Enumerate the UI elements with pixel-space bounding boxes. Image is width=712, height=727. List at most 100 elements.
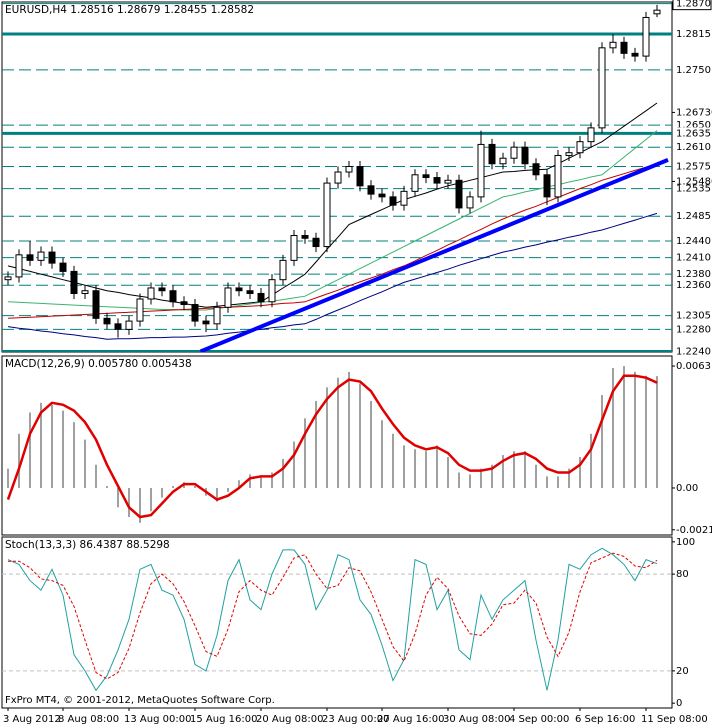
level-label: 1.2750 bbox=[676, 65, 711, 76]
candle-body bbox=[158, 287, 166, 292]
candle-body bbox=[268, 279, 276, 303]
level-label-box bbox=[673, 268, 711, 281]
level-label: 1.2240 bbox=[676, 346, 711, 357]
level-label: 1.2575 bbox=[676, 162, 711, 173]
candle-body bbox=[312, 237, 320, 248]
candle-body bbox=[301, 235, 309, 239]
level-label-box bbox=[673, 182, 711, 195]
panel-title: MACD(12,26,9) 0.005780 0.005438 bbox=[5, 358, 192, 370]
candle-body bbox=[378, 193, 386, 198]
candle-body bbox=[59, 262, 67, 272]
candle-body bbox=[609, 41, 617, 49]
level-label: 1.2870 bbox=[676, 0, 711, 10]
trend-line bbox=[199, 158, 669, 352]
candle-body bbox=[400, 190, 408, 206]
candle-body bbox=[48, 251, 56, 264]
candle-body bbox=[587, 127, 595, 143]
candle-body bbox=[477, 143, 485, 198]
candle-body bbox=[103, 317, 111, 325]
panel-title: Stoch(13,3,3) 86.4387 88.5298 bbox=[5, 539, 170, 551]
level-label: 1.2305 bbox=[676, 311, 711, 322]
candle-body bbox=[367, 185, 375, 195]
candle-body bbox=[598, 47, 606, 129]
y-tick-label: 20 bbox=[676, 666, 689, 677]
x-tick-label: 4 Sep 00:00 bbox=[509, 714, 569, 725]
level-label-box bbox=[673, 309, 711, 322]
candle-body bbox=[279, 259, 287, 281]
candle-body bbox=[246, 290, 254, 294]
y-tick-label: 100 bbox=[676, 537, 695, 548]
candle-body bbox=[653, 9, 661, 15]
candle-body bbox=[334, 171, 342, 184]
level-label-box bbox=[673, 63, 711, 76]
candle-body bbox=[631, 52, 639, 57]
candle-body bbox=[169, 290, 177, 303]
level-label: 1.2380 bbox=[676, 269, 711, 280]
candle-body bbox=[554, 154, 562, 198]
candle-body bbox=[466, 196, 474, 209]
level-label: 1.2610 bbox=[676, 142, 711, 153]
candle-body bbox=[565, 152, 573, 156]
level-label: 1.2650 bbox=[676, 120, 711, 131]
moving-average bbox=[7, 102, 658, 308]
x-tick-label: 30 Aug 08:00 bbox=[443, 714, 510, 725]
stoch-line bbox=[7, 547, 658, 692]
candle-body bbox=[543, 174, 551, 198]
copyright: FxPro MT4, © 2001-2012, MetaQuotes Softw… bbox=[5, 695, 275, 706]
candle-body bbox=[37, 251, 45, 261]
candle-body bbox=[620, 41, 628, 54]
candle-body bbox=[444, 179, 452, 184]
candle-body bbox=[92, 290, 100, 319]
panel-title: EURUSD,H4 1.28516 1.28679 1.28455 1.2858… bbox=[5, 4, 254, 16]
moving-average bbox=[7, 212, 658, 340]
y-tick-label: 1.25480 bbox=[676, 176, 712, 187]
candle-body bbox=[532, 163, 540, 176]
level-label-box bbox=[673, 28, 711, 41]
candle-body bbox=[180, 301, 188, 306]
candle-body bbox=[510, 146, 518, 159]
candle-body bbox=[411, 174, 419, 192]
x-tick-label: 6 Sep 16:00 bbox=[575, 714, 635, 725]
signal-line bbox=[6, 374, 658, 519]
candle-body bbox=[389, 196, 397, 206]
candle-body bbox=[499, 157, 507, 165]
candle-body bbox=[147, 287, 155, 300]
candle-body bbox=[257, 292, 265, 303]
candle-body bbox=[356, 166, 364, 187]
candle-body bbox=[26, 254, 34, 261]
x-tick-label: 8 Aug 08:00 bbox=[58, 714, 119, 725]
candle-body bbox=[235, 287, 243, 292]
level-label-box bbox=[673, 210, 711, 223]
candle-body bbox=[70, 270, 78, 294]
level-label: 1.2635 bbox=[676, 128, 711, 139]
level-label: 1.2440 bbox=[676, 236, 711, 247]
x-tick-label: 15 Aug 16:00 bbox=[190, 714, 257, 725]
y-tick-label: 1.26730 bbox=[676, 107, 712, 118]
x-tick-label: 20 Aug 08:00 bbox=[256, 714, 323, 725]
candle-body bbox=[345, 166, 353, 173]
candle-body bbox=[521, 146, 529, 165]
candle-body bbox=[125, 320, 133, 330]
x-tick-label: 11 Sep 08:00 bbox=[641, 714, 708, 725]
level-label-box bbox=[673, 323, 711, 336]
y-tick-label: -0.00216 bbox=[676, 525, 712, 536]
candle-body bbox=[114, 323, 122, 330]
candle-body bbox=[642, 16, 650, 57]
level-label: 1.2280 bbox=[676, 324, 711, 335]
level-label: 1.2485 bbox=[676, 211, 711, 222]
x-tick-label: 13 Aug 00:00 bbox=[124, 714, 191, 725]
candle-body bbox=[136, 298, 144, 322]
candle-body bbox=[455, 179, 463, 209]
plot bbox=[2, 3, 672, 352]
candle-body bbox=[433, 177, 441, 184]
level-label-box bbox=[673, 141, 711, 154]
candle-body bbox=[576, 141, 584, 154]
y-tick-label: 0.0063 bbox=[676, 361, 711, 372]
level-label: 1.2360 bbox=[676, 280, 711, 291]
level-label-box bbox=[672, 0, 712, 11]
candle-body bbox=[213, 306, 221, 325]
candle-body bbox=[224, 287, 232, 308]
level-label: 1.2535 bbox=[676, 184, 711, 195]
